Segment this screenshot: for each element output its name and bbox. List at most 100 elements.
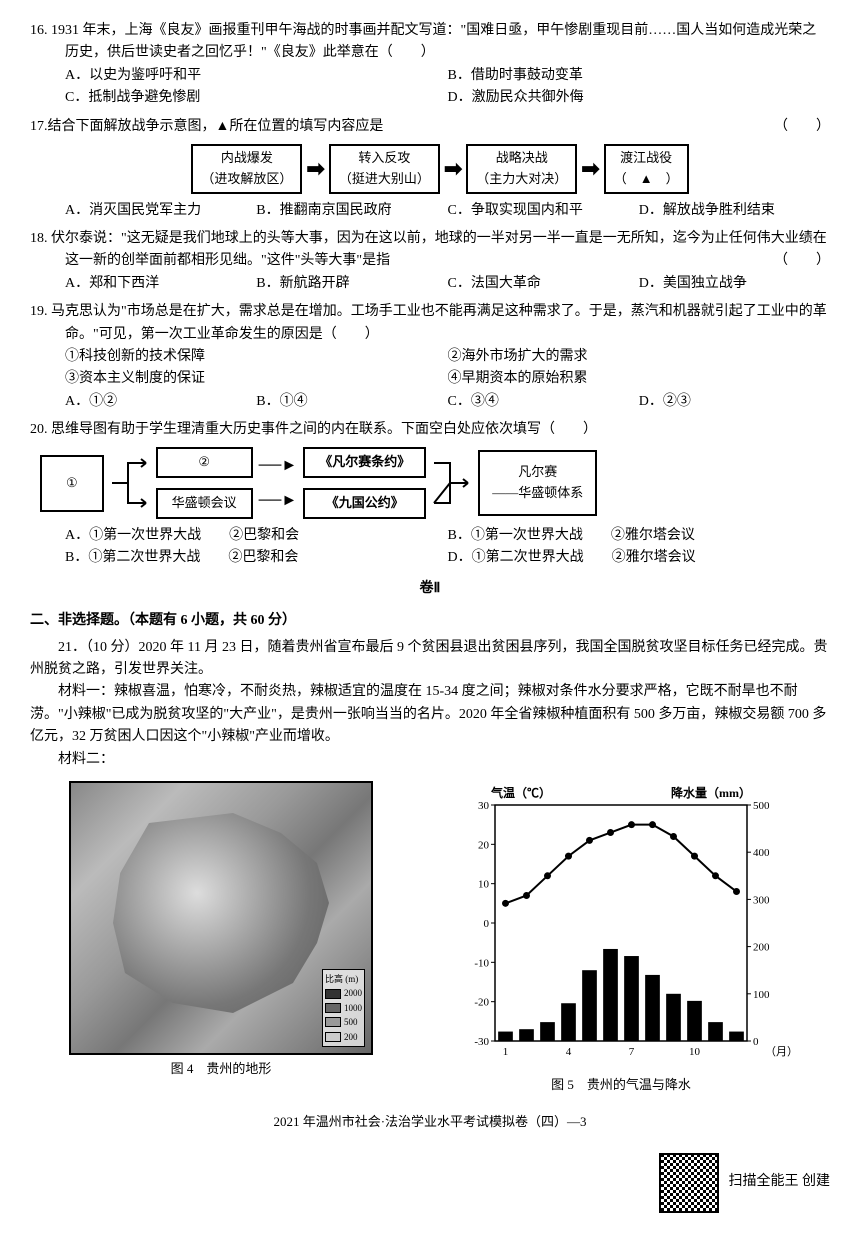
bracket-close-icon	[432, 451, 472, 515]
svg-text:-10: -10	[474, 957, 489, 969]
q16-options: A．以史为鉴呼吁和平 B．借助时事鼓动变革 C．抵制战争避免惨剧 D．激励民众共…	[30, 65, 830, 110]
section2-title: 二、非选择题。（本题有 6 小题，共 60 分）	[30, 610, 830, 632]
q19-opt-d: D．②③	[639, 391, 830, 413]
svg-text:30: 30	[478, 800, 490, 812]
svg-text:-30: -30	[474, 1036, 489, 1048]
q16-text: 16. 1931 年末，上海《良友》画报重刊甲午海战的时事画并配文写道："国难日…	[30, 20, 830, 65]
question-16: 16. 1931 年末，上海《良友》画报重刊甲午海战的时事画并配文写道："国难日…	[30, 20, 830, 110]
q16-num: 16.	[30, 23, 48, 38]
map-terrain	[101, 813, 341, 1013]
fig4-caption: 图 4 贵州的地形	[69, 1059, 373, 1080]
q17-box-2: 转入反攻（挺进大别山）	[329, 144, 440, 194]
qr-code-icon	[659, 1153, 719, 1213]
fig5-caption: 图 5 贵州的气温与降水	[451, 1075, 791, 1096]
question-18: 18. 伏尔泰说："这无疑是我们地球上的头等大事，因为在这以前，地球的一半对另一…	[30, 228, 830, 295]
q16-opt-a: A．以史为鉴呼吁和平	[65, 65, 448, 87]
q16-opt-c: C．抵制战争避免惨剧	[65, 87, 448, 109]
page-footer: 2021 年温州市社会·法治学业水平考试模拟卷（四）—3	[30, 1112, 830, 1133]
q20-box-5: 《九国公约》	[303, 488, 426, 519]
q20-box-6: 凡尔赛——华盛顿体系	[478, 450, 597, 516]
arrow-icon: ➡	[444, 151, 462, 186]
q20-box-2: ②	[156, 447, 253, 478]
q20-opt-a: A．①第一次世界大战 ②巴黎和会	[65, 525, 448, 547]
svg-text:300: 300	[753, 894, 770, 906]
svg-text:-20: -20	[474, 997, 489, 1009]
q18-options: A．郑和下西洋 B．新航路开辟 C．法国大革命 D．美国独立战争	[30, 273, 830, 295]
q18-opt-c: C．法国大革命	[448, 273, 639, 295]
question-20: 20. 思维导图有助于学生理清重大历史事件之间的内在联系。下面空白处应依次填写（…	[30, 419, 830, 570]
q20-box-4: 《凡尔赛条约》	[303, 447, 426, 478]
climate-chart: -30-20-100102030010020030040050014710（月）…	[451, 781, 791, 1071]
q17-opt-b: B．推翻南京国民政府	[256, 200, 447, 222]
q19-options: A．①② B．①④ C．③④ D．②③	[30, 391, 830, 413]
q20-diagram: ① ② 华盛顿会议 ──► ──► 《凡尔赛条约》 《九国公约》 凡尔赛——华盛…	[30, 447, 830, 519]
q19-text: 19. 马克思认为"市场总是在扩大，需求总是在增加。工场手工业也不能再满足这种需…	[30, 301, 830, 346]
q17-opt-d: D．解放战争胜利结束	[639, 200, 830, 222]
q20-text: 20. 思维导图有助于学生理清重大历史事件之间的内在联系。下面空白处应依次填写（…	[30, 419, 830, 441]
q20-col-3: 《凡尔赛条约》 《九国公约》	[303, 447, 426, 519]
svg-text:0: 0	[753, 1036, 759, 1048]
guizhou-map: 比高 (m) 2000 1000 500 200	[69, 781, 373, 1055]
svg-text:20: 20	[478, 839, 490, 851]
q17-opt-a: A．消灭国民党军主力	[65, 200, 256, 222]
svg-text:500: 500	[753, 800, 770, 812]
scan-text: 扫描全能王 创建	[729, 1171, 831, 1193]
q20-opt-c: B．①第二次世界大战 ②巴黎和会	[65, 547, 448, 569]
svg-text:4: 4	[566, 1046, 572, 1058]
question-21: 21．（10 分）2020 年 11 月 23 日，随着贵州省宣布最后 9 个贫…	[30, 637, 830, 1096]
svg-text:1: 1	[503, 1046, 509, 1058]
svg-text:降水量（mm）: 降水量（mm）	[671, 785, 751, 800]
svg-text:0: 0	[484, 918, 490, 930]
q16-opt-d: D．激励民众共御外侮	[448, 87, 831, 109]
q17-paren: （ ）	[809, 116, 830, 138]
arrow-icon: ──►	[259, 453, 298, 479]
svg-text:100: 100	[753, 989, 770, 1001]
q17-text-row: 17.结合下面解放战争示意图，▲所在位置的填写内容应是 （ ）	[30, 116, 830, 138]
q17-options: A．消灭国民党军主力 B．推翻南京国民政府 C．争取实现国内和平 D．解放战争胜…	[30, 200, 830, 222]
q19-opt-b: B．①④	[256, 391, 447, 413]
q21-material-1: 材料一：辣椒喜温，怕寒冷，不耐炎热，辣椒适宜的温度在 15-34 度之间；辣椒对…	[30, 681, 830, 748]
q17-opt-c: C．争取实现国内和平	[448, 200, 639, 222]
q18-text: 18. 伏尔泰说："这无疑是我们地球上的头等大事，因为在这以前，地球的一半对另一…	[30, 228, 830, 273]
question-19: 19. 马克思认为"市场总是在扩大，需求总是在增加。工场手工业也不能再满足这种需…	[30, 301, 830, 413]
q19-items: ①科技创新的技术保障 ②海外市场扩大的需求 ③资本主义制度的保证 ④早期资本的原…	[30, 346, 830, 391]
arrow-icon: ➡	[306, 151, 324, 186]
bracket-icon	[110, 451, 150, 515]
juan2-title: 卷Ⅱ	[30, 578, 830, 600]
q20-col-2: ② 华盛顿会议	[156, 447, 253, 519]
q17-flowchart: 内战爆发（进攻解放区） ➡ 转入反攻（挺进大别山） ➡ 战略决战（主力大对决） …	[30, 144, 830, 194]
q17-box-3: 战略决战（主力大对决）	[466, 144, 577, 194]
q16-opt-b: B．借助时事鼓动变革	[448, 65, 831, 87]
question-17: 17.结合下面解放战争示意图，▲所在位置的填写内容应是 （ ） 内战爆发（进攻解…	[30, 116, 830, 222]
svg-text:10: 10	[689, 1046, 701, 1058]
arrow-icon: ➡	[581, 151, 599, 186]
svg-text:10: 10	[478, 879, 490, 891]
q20-box-3: 华盛顿会议	[156, 488, 253, 519]
svg-text:200: 200	[753, 942, 770, 954]
q20-options: A．①第一次世界大战 ②巴黎和会 B．①第一次世界大战 ②雅尔塔会议 B．①第二…	[30, 525, 830, 570]
map-legend: 比高 (m) 2000 1000 500 200	[322, 969, 365, 1047]
q18-opt-b: B．新航路开辟	[256, 273, 447, 295]
q18-opt-a: A．郑和下西洋	[65, 273, 256, 295]
figure-4: 比高 (m) 2000 1000 500 200 图 4 贵州的地形	[69, 781, 373, 1080]
q20-opt-b: B．①第一次世界大战 ②雅尔塔会议	[448, 525, 831, 547]
q20-box-1: ①	[40, 455, 104, 512]
scan-footer: 扫描全能王 创建	[30, 1153, 830, 1213]
q21-intro: 21．（10 分）2020 年 11 月 23 日，随着贵州省宣布最后 9 个贫…	[30, 637, 830, 682]
q20-arrows: ──► ──►	[259, 453, 298, 514]
q19-opt-c: C．③④	[448, 391, 639, 413]
svg-text:7: 7	[629, 1046, 635, 1058]
q21-material-2-label: 材料二：	[30, 749, 830, 771]
charts-row: 比高 (m) 2000 1000 500 200 图 4 贵州的地形 -30 -2…	[30, 781, 830, 1096]
q17-box-4: 渡江战役（ ▲ ）	[604, 144, 689, 194]
q20-opt-d: D．①第二次世界大战 ②雅尔塔会议	[448, 547, 831, 569]
q19-opt-a: A．①②	[65, 391, 256, 413]
arrow-icon: ──►	[259, 488, 298, 514]
q18-opt-d: D．美国独立战争	[639, 273, 830, 295]
svg-text:（月）: （月）	[765, 1045, 791, 1058]
q17-box-1: 内战爆发（进攻解放区）	[191, 144, 302, 194]
svg-text:400: 400	[753, 847, 770, 859]
q17-num: 17.	[30, 119, 48, 134]
svg-text:气温（℃）: 气温（℃）	[490, 785, 551, 800]
figure-5: -30-20-100102030010020030040050014710（月）…	[451, 781, 791, 1096]
